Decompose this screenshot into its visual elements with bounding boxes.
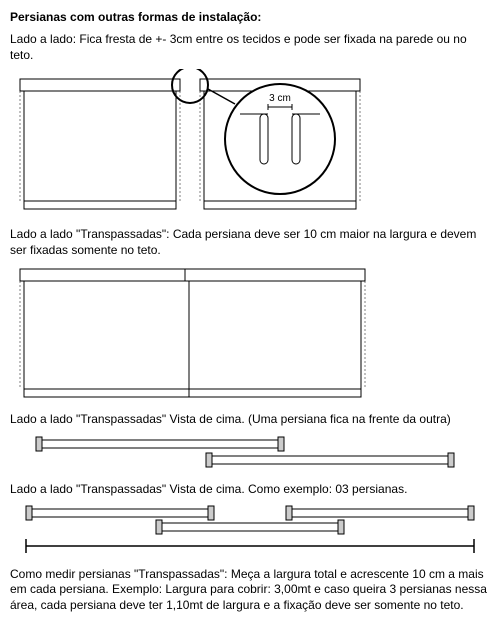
gap-label: 3 cm [269, 93, 291, 104]
section5-desc: Como medir persianas "Transpassadas": Me… [10, 567, 493, 614]
section1-desc: Lado a lado: Fica fresta de +- 3cm entre… [10, 32, 493, 63]
section4-desc: Lado a lado "Transpassadas" Vista de cim… [10, 482, 493, 498]
diagram-transpassadas [10, 264, 493, 404]
section2-desc: Lado a lado "Transpassadas": Cada persia… [10, 227, 493, 258]
diagram-top-view-2 [10, 434, 493, 474]
main-title: Persianas com outras formas de instalaçã… [10, 10, 493, 24]
diagram-top-view-3 [10, 504, 493, 559]
diagram-side-by-side: 3 cm [10, 69, 493, 219]
section3-desc: Lado a lado "Transpassadas" Vista de cim… [10, 412, 493, 428]
